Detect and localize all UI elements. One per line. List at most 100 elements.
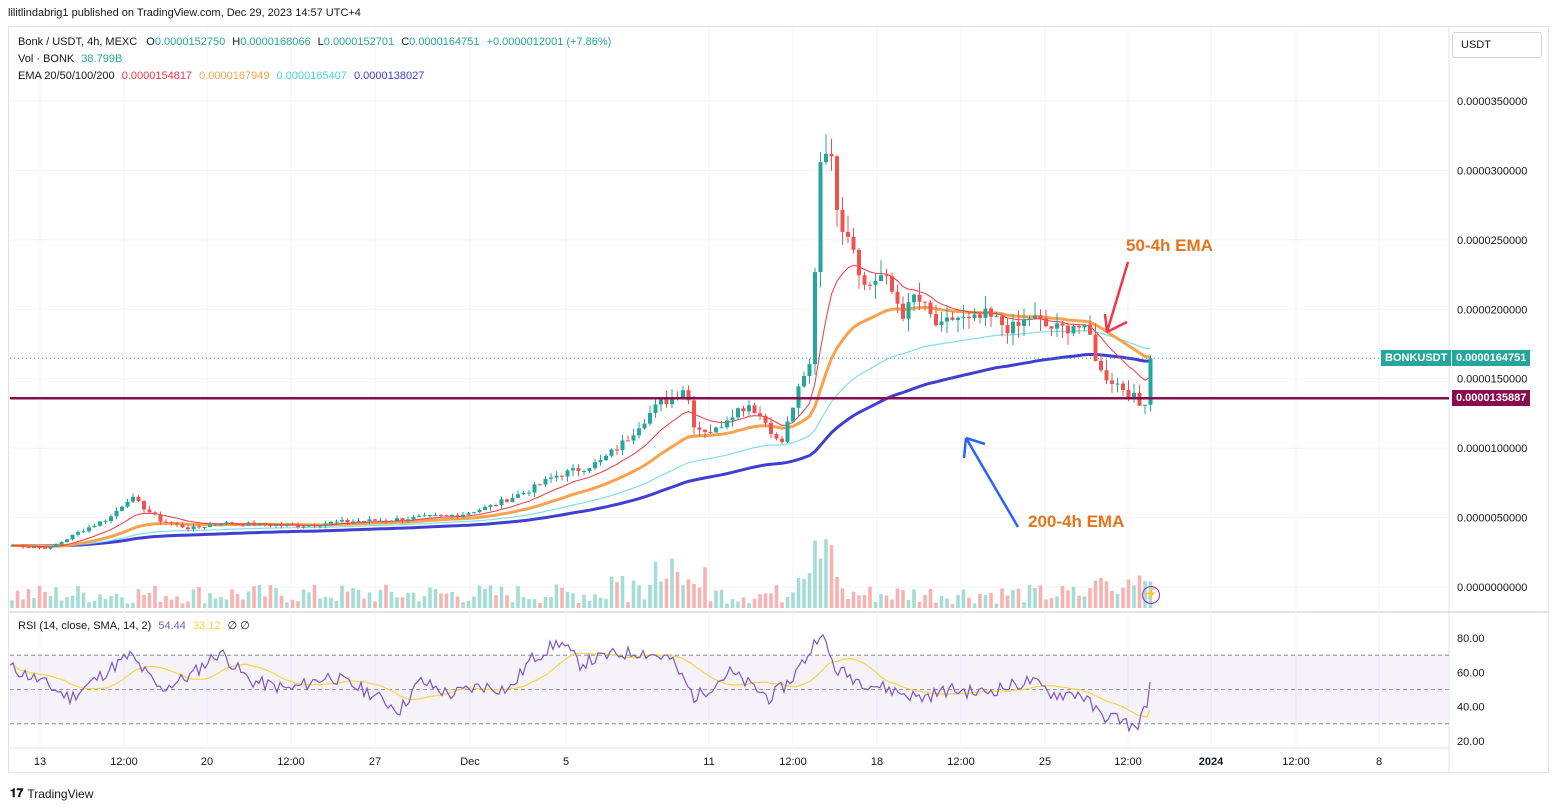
candle-body — [246, 522, 251, 526]
volume-bar — [241, 599, 245, 608]
volume-bar — [406, 592, 410, 608]
volume-bar — [1121, 587, 1125, 608]
candle-body — [15, 545, 20, 547]
candle-body — [65, 539, 69, 542]
candle-body — [835, 156, 839, 210]
candle-body — [516, 494, 520, 498]
candle-body — [1033, 315, 1037, 319]
volume-bar — [147, 592, 152, 608]
legend-h-label: H — [232, 36, 241, 48]
volume-bar — [296, 601, 300, 608]
volume-bar — [670, 558, 674, 608]
time-tick-label: 20 — [201, 756, 213, 768]
candle-body — [461, 514, 465, 518]
volume-bar — [439, 593, 443, 608]
currency-selector[interactable]: USDT — [1452, 32, 1542, 58]
candle-body — [565, 470, 570, 477]
volume-bar — [846, 598, 850, 608]
volume-bar — [340, 585, 344, 608]
volume-bar — [142, 594, 146, 608]
candle-body — [153, 512, 157, 515]
candle-body — [477, 509, 482, 513]
volume-bar — [219, 597, 223, 608]
volume-bar — [466, 601, 471, 608]
volume-bar — [906, 599, 911, 608]
volume-bar — [230, 589, 234, 608]
volume-bar — [1137, 575, 1142, 608]
volume-bar — [714, 590, 718, 608]
volume-bar — [318, 598, 322, 608]
volume-bar — [527, 599, 531, 608]
candle-body — [1011, 321, 1015, 334]
legend-o-label: O — [146, 36, 155, 48]
candle-body — [928, 302, 933, 315]
volume-bar — [659, 581, 663, 608]
candle-body — [312, 525, 317, 527]
candle-body — [466, 513, 471, 515]
candle-body — [862, 275, 867, 285]
candle-body — [714, 427, 718, 433]
rsi-tick-label: 20.00 — [1457, 736, 1485, 748]
candle-body — [549, 477, 553, 479]
volume-bar — [367, 592, 372, 608]
volume-bar — [873, 601, 878, 608]
volume-bar — [329, 597, 333, 608]
candle-body — [538, 484, 542, 486]
volume-bar — [516, 586, 520, 608]
volume-bar — [884, 595, 889, 608]
rsi-tick-label: 80.00 — [1457, 633, 1485, 645]
symbol-tag: BONKUSDT — [1381, 350, 1452, 366]
volume-bar — [76, 586, 80, 608]
ema50-arrow-icon — [1105, 261, 1130, 333]
volume-bar — [461, 602, 465, 608]
candle-body — [230, 522, 234, 525]
candle-body — [158, 514, 163, 522]
volume-bar — [648, 584, 652, 608]
volume-bar — [1099, 577, 1103, 608]
candle-body — [664, 399, 669, 405]
ema50-line — [12, 305, 1151, 548]
candle-body — [1082, 324, 1087, 328]
price-tick-label: 0.0000200000 — [1457, 304, 1527, 316]
candle-body — [736, 408, 740, 418]
volume-bar — [510, 602, 515, 608]
candle-body — [433, 514, 438, 516]
candle-body — [1005, 325, 1010, 334]
candle-body — [54, 544, 58, 547]
volume-bar — [1088, 588, 1092, 608]
volume-bar — [813, 540, 817, 608]
candle-body — [774, 434, 779, 439]
candle-body — [114, 510, 119, 517]
volume-bar — [835, 577, 839, 608]
volume-bar — [972, 603, 977, 608]
volume-bar — [637, 585, 641, 608]
volume-bar — [950, 603, 955, 608]
volume-bar — [175, 596, 179, 608]
candle-body — [142, 501, 146, 510]
volume-bar — [554, 584, 559, 608]
volume-bar — [301, 589, 306, 608]
tradingview-logo-icon: 𝟏𝟕 — [10, 786, 24, 800]
volume-bar — [180, 603, 185, 608]
volume-bar — [505, 595, 509, 608]
volume-bar — [246, 591, 251, 608]
candle-body — [21, 545, 25, 548]
volume-bar — [1104, 581, 1109, 608]
volume-bar — [708, 601, 713, 608]
candle-body — [917, 294, 922, 302]
price-legend: Bonk / USDT, 4h, MEXC O0.0000152750 H0.0… — [18, 36, 611, 48]
candle-body — [450, 515, 454, 517]
time-tick-label: 25 — [1039, 756, 1051, 768]
legend-h-value: 0.0000168066 — [240, 36, 311, 48]
lightning-icon[interactable]: ⚡ — [1142, 586, 1160, 604]
candle-body — [868, 284, 872, 286]
candle-body — [274, 524, 278, 526]
candle-body — [642, 423, 647, 429]
volume-bar — [191, 589, 196, 608]
volume-bar — [829, 545, 834, 608]
volume-bar — [345, 591, 350, 608]
volume-bar — [560, 587, 564, 608]
candle-body — [532, 484, 537, 493]
volume-bar — [912, 589, 916, 608]
